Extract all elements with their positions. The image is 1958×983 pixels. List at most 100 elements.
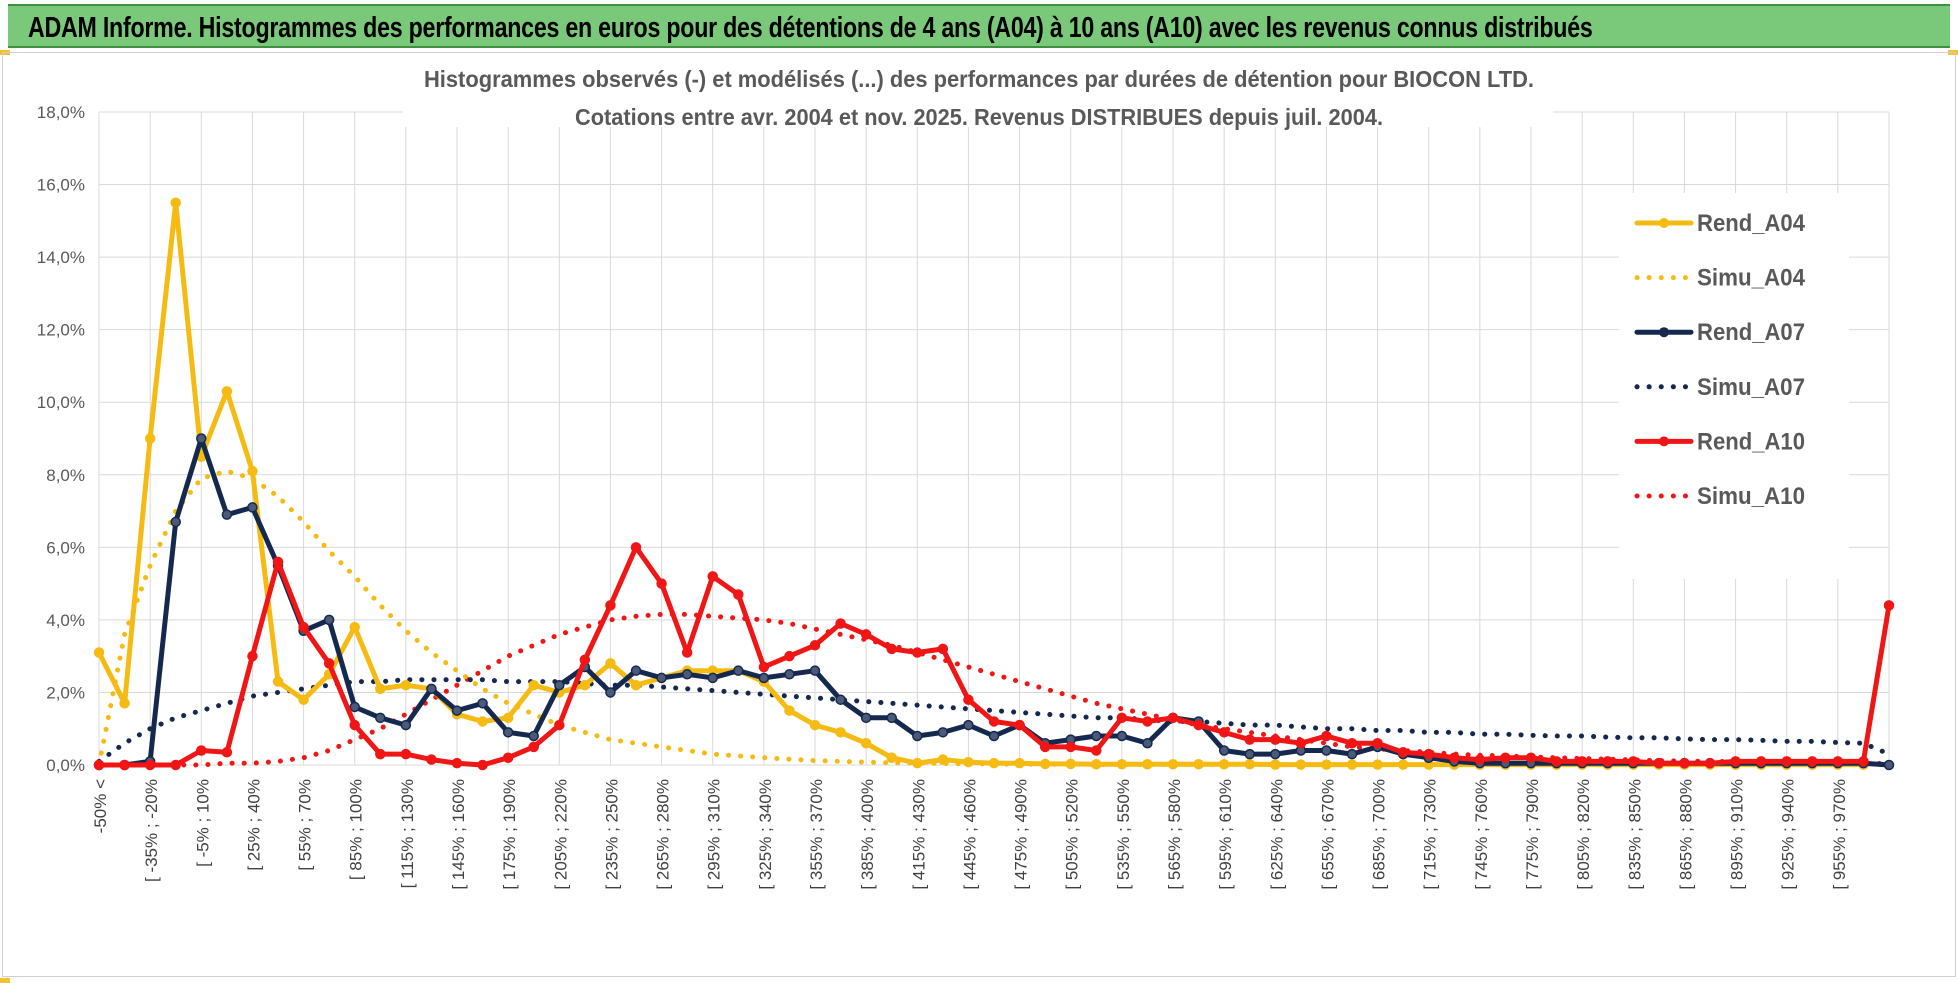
x-tick-label: [ -5% ; 10% — [193, 779, 212, 867]
data-point-rend-a10 — [886, 643, 897, 655]
y-tick-label: 14,0% — [37, 248, 85, 267]
data-point-rend-a04 — [1397, 759, 1409, 770]
histogram-chart: 0,0% 2,0% 4,0% 6,0% 8,0% 10,0% 12,0% 14,0% 16,0%… — [37, 61, 1895, 890]
data-point-rend-a07 — [1321, 745, 1332, 756]
data-point-rend-a04 — [1244, 759, 1255, 770]
data-point-rend-a04 — [1014, 757, 1025, 769]
data-point-rend-a10 — [298, 621, 309, 633]
data-point-rend-a04 — [221, 386, 233, 397]
data-point-rend-a07 — [400, 719, 412, 731]
x-tick-label: [ 655% ; 670% — [1318, 779, 1337, 890]
chart-title-backdrop — [403, 61, 1553, 127]
data-point-rend-a10 — [1500, 752, 1511, 763]
data-point-rend-a07 — [196, 433, 207, 444]
data-point-rend-a10 — [1730, 756, 1741, 767]
y-tick-label: 16,0% — [37, 176, 85, 195]
data-point-rend-a10 — [1091, 745, 1102, 756]
x-tick-label: [ 865% ; 880% — [1676, 779, 1695, 890]
data-point-rend-a04 — [835, 727, 846, 738]
data-point-rend-a07 — [1116, 730, 1128, 742]
data-point-rend-a10 — [247, 650, 258, 662]
data-point-rend-a10 — [835, 618, 846, 629]
data-point-rend-a04 — [579, 679, 591, 691]
data-point-rend-a10 — [758, 661, 770, 673]
data-point-rend-a04 — [1167, 759, 1179, 770]
data-point-rend-a07 — [170, 516, 181, 528]
x-tick-label: [ 325% ; 340% — [756, 779, 775, 890]
x-tick-label: [ 145% ; 160% — [449, 779, 468, 890]
x-tick-label: [ 745% ; 760% — [1472, 779, 1491, 890]
data-point-rend-a10 — [1423, 748, 1434, 760]
data-point-rend-a07 — [809, 665, 821, 676]
data-point-rend-a10 — [1628, 756, 1639, 767]
x-tick-label: [ 235% ; 250% — [602, 779, 621, 890]
data-point-rend-a04 — [1372, 759, 1383, 770]
data-point-rend-a07 — [988, 730, 1000, 742]
data-point-rend-a07 — [681, 669, 693, 680]
series-line-simu-a10 — [96, 611, 1892, 768]
data-point-rend-a10 — [784, 650, 795, 662]
data-point-rend-a04 — [1091, 759, 1102, 770]
data-point-rend-a04 — [1039, 758, 1051, 770]
x-tick-label: [ 805% ; 820% — [1574, 779, 1593, 890]
data-point-rend-a04 — [937, 754, 949, 765]
data-point-rend-a10 — [375, 748, 386, 760]
data-point-rend-a10 — [809, 640, 821, 651]
data-point-rend-a10 — [656, 578, 667, 589]
data-point-rend-a07 — [784, 669, 795, 680]
data-point-rend-a10 — [1602, 756, 1613, 767]
data-point-rend-a10 — [1116, 712, 1128, 724]
data-point-rend-a07 — [554, 679, 565, 691]
data-point-rend-a10 — [1858, 756, 1869, 767]
data-point-rend-a10 — [272, 556, 284, 568]
series-line-simu-a04 — [96, 468, 1866, 768]
series-line-simu-a07 — [96, 677, 1892, 764]
data-point-rend-a10 — [1218, 727, 1230, 738]
data-point-rend-a10 — [1065, 741, 1076, 753]
data-point-rend-a07 — [707, 672, 718, 684]
data-point-rend-a10 — [1474, 754, 1486, 765]
data-point-rend-a04 — [988, 757, 1000, 769]
data-point-rend-a10 — [1244, 734, 1255, 745]
data-point-rend-a10 — [400, 748, 412, 760]
data-point-rend-a04 — [119, 698, 130, 709]
data-point-rend-a07 — [963, 719, 974, 731]
data-point-rend-a10 — [1039, 741, 1051, 753]
data-point-rend-a10 — [1346, 737, 1358, 749]
data-point-rend-a07 — [605, 687, 616, 698]
data-point-rend-a10 — [1167, 712, 1179, 724]
data-point-rend-a07 — [477, 698, 488, 709]
data-point-rend-a10 — [1193, 719, 1204, 731]
y-tick-label: 2,0% — [46, 683, 85, 702]
data-point-rend-a04 — [1346, 759, 1358, 770]
data-point-rend-a07 — [758, 672, 770, 684]
x-tick-label: -50% < — [91, 779, 110, 833]
data-point-rend-a10 — [1704, 757, 1716, 769]
data-point-rend-a07 — [656, 672, 667, 684]
data-point-rend-a04 — [630, 679, 642, 691]
data-point-rend-a10 — [426, 754, 437, 765]
data-point-rend-a10 — [1755, 756, 1767, 767]
x-tick-label: [ 685% ; 700% — [1370, 779, 1389, 890]
data-point-rend-a04 — [1218, 759, 1230, 770]
data-point-rend-a04 — [784, 705, 795, 716]
x-tick-label: [ 835% ; 850% — [1625, 779, 1644, 890]
data-point-rend-a10 — [1449, 752, 1460, 763]
x-tick-label: [ 85% ; 100% — [347, 779, 366, 880]
data-point-rend-a04 — [502, 712, 514, 724]
data-point-rend-a07 — [451, 705, 463, 716]
data-point-rend-a10 — [1397, 747, 1409, 758]
data-point-rend-a10 — [1653, 757, 1665, 769]
y-tick-label: 0,0% — [46, 756, 85, 775]
data-point-rend-a10 — [349, 719, 360, 731]
x-tick-label: [ 535% ; 550% — [1114, 779, 1133, 890]
data-point-rend-a07 — [1883, 759, 1895, 771]
x-tick-label: [ -35% ; -20% — [142, 779, 161, 882]
data-point-rend-a04 — [1116, 759, 1128, 770]
x-tick-label: [ 445% ; 460% — [960, 779, 979, 890]
data-point-rend-a07 — [886, 712, 897, 724]
data-point-rend-a10 — [323, 658, 335, 669]
chart-title-line: Histogrammes observés (-) et modélisés (… — [424, 66, 1534, 92]
data-point-rend-a04 — [886, 752, 897, 763]
data-point-rend-a04 — [1193, 759, 1204, 770]
